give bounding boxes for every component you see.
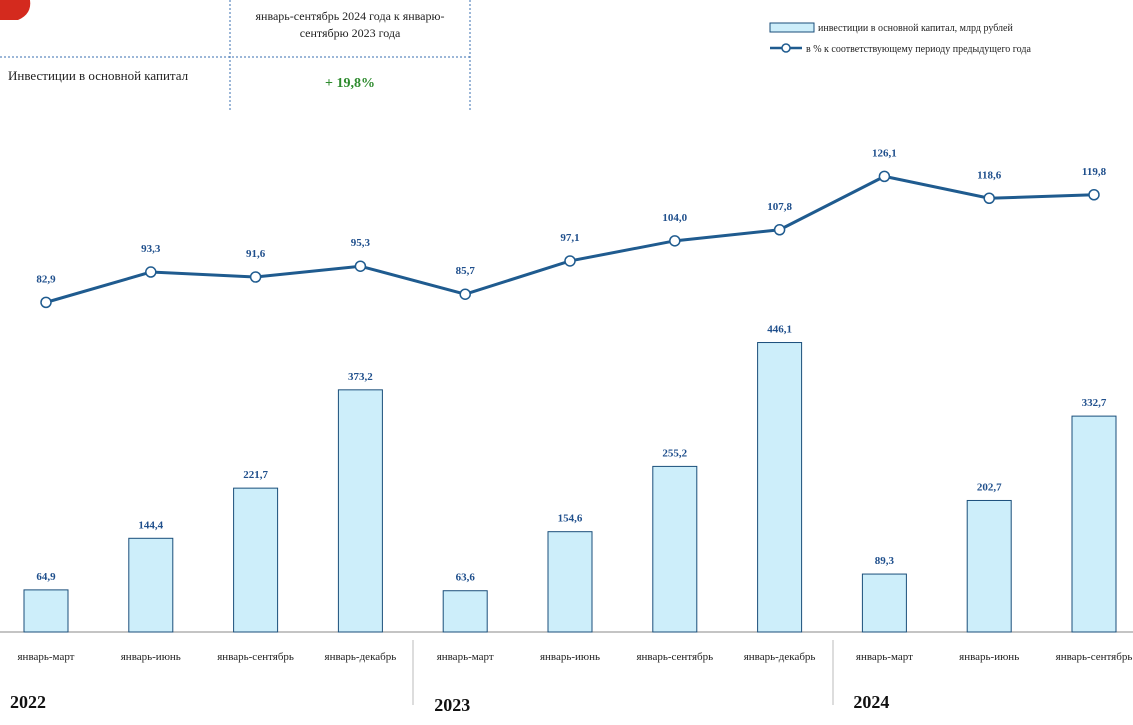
bar — [442, 590, 488, 633]
marker — [878, 170, 891, 183]
data-label: 104,0 — [662, 212, 687, 224]
data-label: 91,6 — [246, 248, 266, 260]
data-label: 85,7 — [456, 265, 476, 277]
marker — [1088, 189, 1100, 201]
data-label: 446,1 — [767, 324, 792, 336]
data-label: 64,9 — [36, 571, 56, 583]
marker — [669, 235, 681, 247]
x-tick-label: январь-март — [17, 651, 75, 663]
bar — [966, 499, 1012, 633]
bar — [1071, 415, 1117, 633]
x-tick-label: январь-декабрь — [743, 651, 816, 663]
legend-label: в % к соответствующему периоду предыдуще… — [806, 44, 1031, 55]
bar — [861, 573, 907, 633]
data-label: 373,2 — [348, 371, 373, 383]
data-label: 89,3 — [875, 555, 895, 567]
marker — [773, 224, 786, 236]
bar — [128, 537, 174, 633]
data-label: 118,6 — [977, 169, 1002, 181]
marker — [354, 260, 367, 272]
marker — [40, 296, 52, 309]
bar — [652, 465, 698, 633]
legend-label: инвестиции в основной капитал, млрд рубл… — [818, 23, 1013, 34]
x-tick-label: январь-декабрь — [324, 651, 397, 663]
legend-marker — [781, 43, 791, 53]
marker — [145, 266, 157, 278]
x-tick-label: январь-сентябрь — [636, 651, 714, 663]
marker — [983, 192, 995, 204]
x-tick-label: январь-июнь — [959, 651, 1020, 663]
x-tick-label: январь-сентябрь — [217, 651, 294, 663]
data-label: 154,6 — [558, 513, 583, 525]
data-label: 63,6 — [456, 572, 476, 584]
bar — [233, 487, 279, 633]
data-label: 332,7 — [1082, 397, 1107, 409]
x-tick-label: январь-июнь — [120, 651, 181, 663]
group-label: 2023 — [434, 695, 471, 715]
table-cell: + 19,8% — [325, 76, 375, 91]
data-label: 126,1 — [872, 147, 897, 159]
data-label: 255,2 — [662, 447, 687, 459]
data-label: 221,7 — [243, 469, 268, 481]
data-label: 119,8 — [1082, 166, 1107, 178]
data-label: 82,9 — [36, 273, 56, 285]
data-label: 95,3 — [351, 237, 371, 249]
x-tick-label: январь-март — [436, 651, 494, 663]
bar — [757, 342, 803, 633]
x-tick-label: январь-март — [855, 651, 913, 663]
data-label: 202,7 — [977, 481, 1002, 493]
bar — [337, 389, 383, 633]
logo — [0, 0, 31, 20]
marker — [564, 255, 576, 267]
group-label: 2024 — [853, 692, 890, 712]
data-label: 93,3 — [141, 243, 161, 255]
marker — [249, 271, 262, 283]
data-label: 107,8 — [767, 201, 792, 213]
table-header: январь-сентябрь 2024 года к январю-сентя… — [255, 9, 445, 40]
data-label: 144,4 — [138, 519, 163, 531]
x-tick-label: январь-сентябрь — [1055, 651, 1133, 663]
group-label: 2022 — [10, 692, 46, 712]
table-cell: Инвестиции в основной капитал — [8, 68, 189, 83]
marker — [459, 288, 471, 300]
legend-swatch — [769, 22, 815, 33]
bar — [547, 531, 593, 633]
bar — [23, 589, 69, 633]
data-label: 97,1 — [560, 232, 579, 244]
x-tick-label: январь-июнь — [539, 651, 601, 663]
